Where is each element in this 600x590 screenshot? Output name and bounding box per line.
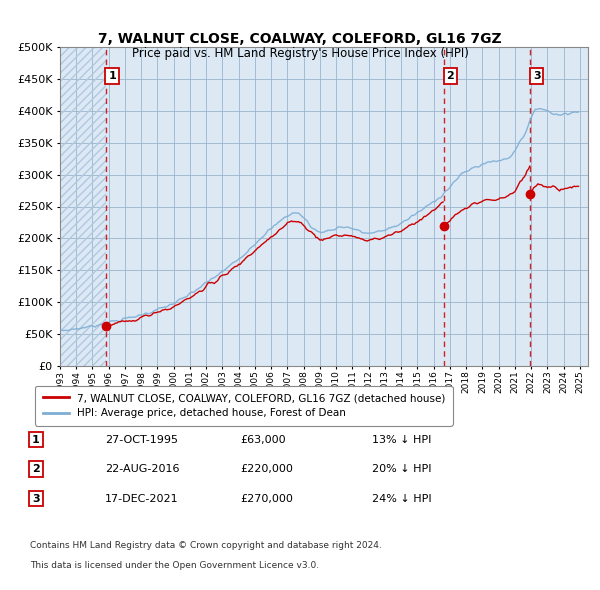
Text: 3: 3 [32,494,40,503]
Text: 2: 2 [446,71,454,81]
Text: 3: 3 [533,71,541,81]
Text: Price paid vs. HM Land Registry's House Price Index (HPI): Price paid vs. HM Land Registry's House … [131,47,469,60]
Legend: 7, WALNUT CLOSE, COALWAY, COLEFORD, GL16 7GZ (detached house), HPI: Average pric: 7, WALNUT CLOSE, COALWAY, COLEFORD, GL16… [35,386,452,425]
Text: £220,000: £220,000 [240,464,293,474]
Text: 2: 2 [32,464,40,474]
Text: 13% ↓ HPI: 13% ↓ HPI [372,435,431,444]
Text: This data is licensed under the Open Government Licence v3.0.: This data is licensed under the Open Gov… [30,560,319,570]
Text: 7, WALNUT CLOSE, COALWAY, COLEFORD, GL16 7GZ: 7, WALNUT CLOSE, COALWAY, COLEFORD, GL16… [98,32,502,47]
Text: 17-DEC-2021: 17-DEC-2021 [105,494,179,503]
Text: £63,000: £63,000 [240,435,286,444]
Text: 20% ↓ HPI: 20% ↓ HPI [372,464,431,474]
Text: £270,000: £270,000 [240,494,293,503]
Text: 24% ↓ HPI: 24% ↓ HPI [372,494,431,503]
Text: 1: 1 [32,435,40,444]
Text: 27-OCT-1995: 27-OCT-1995 [105,435,178,444]
Text: 1: 1 [108,71,116,81]
Text: 22-AUG-2016: 22-AUG-2016 [105,464,179,474]
Text: Contains HM Land Registry data © Crown copyright and database right 2024.: Contains HM Land Registry data © Crown c… [30,541,382,550]
